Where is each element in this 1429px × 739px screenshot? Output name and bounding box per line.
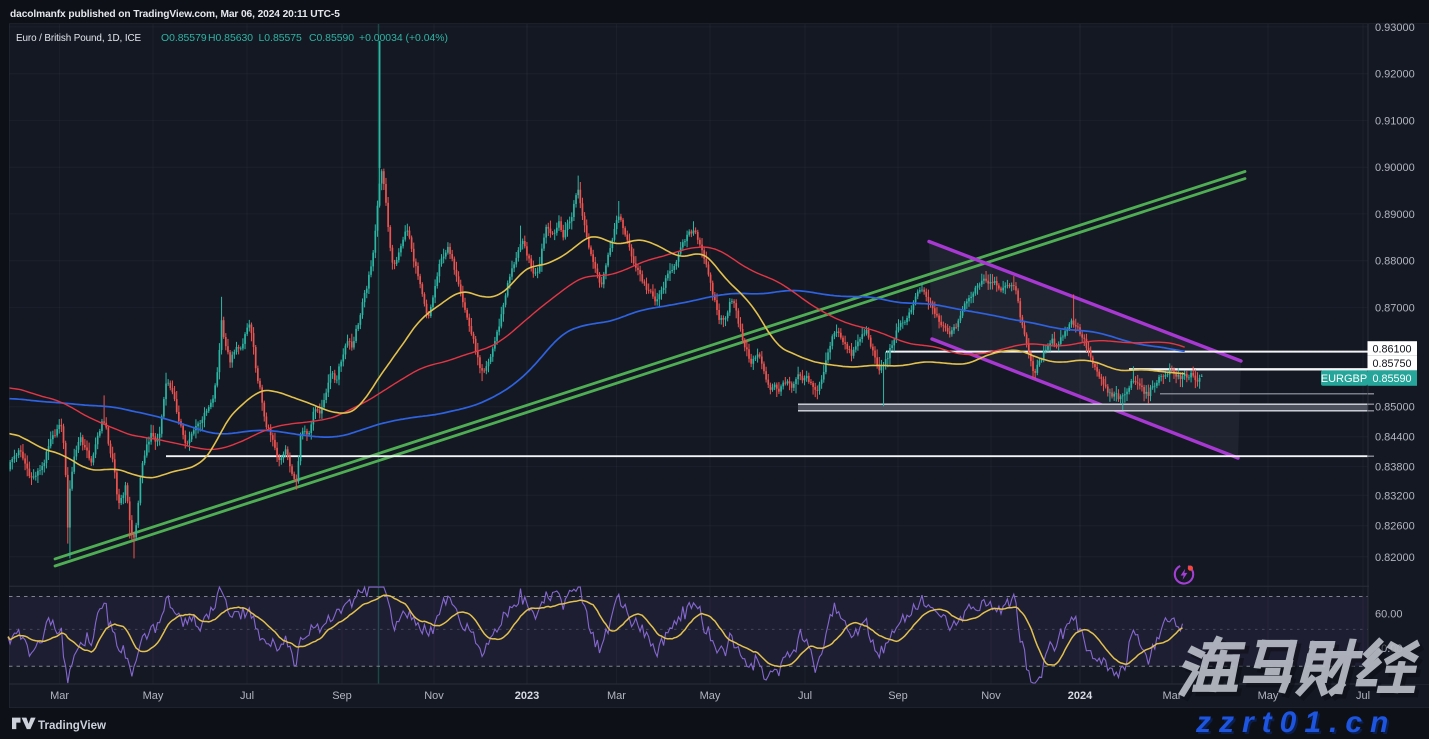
svg-text:Jul: Jul (798, 690, 812, 702)
svg-text:0.85000: 0.85000 (1375, 402, 1415, 414)
svg-text:0.87000: 0.87000 (1375, 302, 1415, 314)
svg-text:0.84400: 0.84400 (1375, 432, 1415, 444)
svg-text:Euro / British Pound, 1D, ICE: Euro / British Pound, 1D, ICE (16, 33, 141, 44)
svg-text:Jul: Jul (240, 690, 254, 702)
svg-text:Mar: Mar (607, 690, 626, 702)
svg-text:0.89000: 0.89000 (1375, 209, 1415, 221)
svg-text:dacolmanfx published on Tradin: dacolmanfx published on TradingView.com,… (10, 9, 340, 20)
svg-text:0.88000: 0.88000 (1375, 256, 1415, 268)
svg-text:0.90000: 0.90000 (1375, 162, 1415, 174)
svg-text:zzrt01.cn: zzrt01.cn (1197, 708, 1398, 739)
svg-text:May: May (143, 690, 164, 702)
svg-text:May: May (1258, 690, 1279, 702)
svg-text:0.82600: 0.82600 (1375, 521, 1415, 533)
svg-text:TradingView: TradingView (38, 719, 107, 732)
svg-text:H0.85630: H0.85630 (208, 33, 253, 44)
svg-text:EURGBP: EURGBP (1321, 373, 1367, 385)
svg-text:0.86100: 0.86100 (1372, 343, 1411, 355)
svg-text:0.92000: 0.92000 (1375, 69, 1415, 81)
svg-text:Sep: Sep (888, 690, 908, 702)
svg-text:+0.00034 (+0.04%): +0.00034 (+0.04%) (359, 33, 448, 44)
svg-text:L0.85575: L0.85575 (259, 33, 303, 44)
svg-text:0.82000: 0.82000 (1375, 552, 1415, 564)
svg-text:0.83200: 0.83200 (1375, 490, 1415, 502)
svg-text:Sep: Sep (332, 690, 352, 702)
svg-text:Jul: Jul (1356, 690, 1370, 702)
svg-text:2024: 2024 (1068, 690, 1093, 702)
svg-text:Mar: Mar (1163, 690, 1182, 702)
svg-text:0.91000: 0.91000 (1375, 115, 1415, 127)
svg-text:zzrt01.cn: zzrt01.cn (1195, 706, 1396, 739)
svg-text:May: May (700, 690, 721, 702)
svg-text:0.85750: 0.85750 (1372, 358, 1411, 370)
svg-text:60.00: 60.00 (1375, 608, 1403, 620)
svg-text:Nov: Nov (424, 690, 444, 702)
svg-text:0.83800: 0.83800 (1375, 462, 1415, 474)
svg-text:Mar: Mar (50, 690, 69, 702)
svg-text:0.93000: 0.93000 (1375, 22, 1415, 34)
svg-text:O0.85579: O0.85579 (161, 33, 207, 44)
svg-text:C0.85590: C0.85590 (309, 33, 354, 44)
svg-text:0.85590: 0.85590 (1372, 373, 1411, 385)
svg-text:2023: 2023 (515, 690, 539, 702)
svg-text:Nov: Nov (981, 690, 1001, 702)
